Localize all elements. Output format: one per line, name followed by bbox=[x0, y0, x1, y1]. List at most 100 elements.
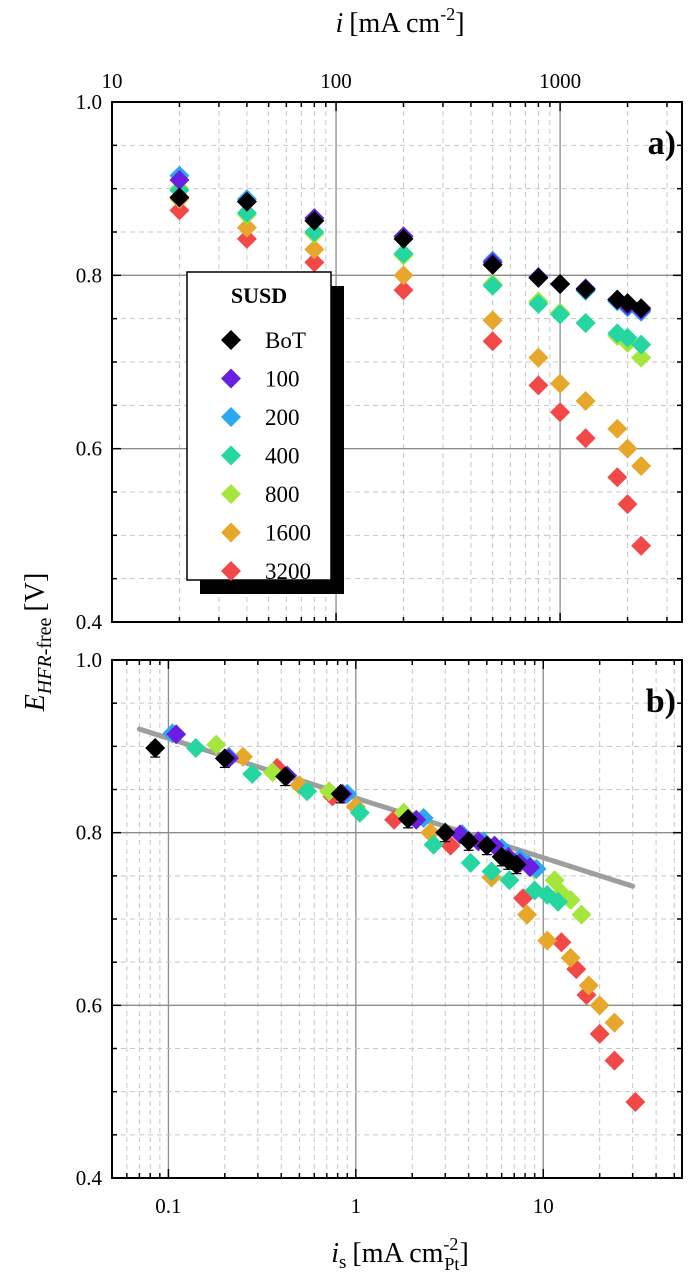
data-point bbox=[560, 947, 581, 968]
data-point bbox=[537, 930, 558, 951]
legend-marker bbox=[221, 522, 241, 543]
legend-label: 100 bbox=[265, 367, 300, 392]
series-400 bbox=[169, 180, 652, 355]
data-point bbox=[214, 748, 235, 769]
data-point bbox=[517, 904, 538, 925]
data-point bbox=[528, 347, 549, 368]
data-point bbox=[398, 808, 419, 829]
data-point bbox=[169, 170, 190, 190]
x-tick-label: 100 bbox=[320, 69, 352, 93]
data-points bbox=[145, 723, 646, 1113]
legend-marker bbox=[221, 445, 241, 466]
series-1600 bbox=[169, 189, 652, 476]
series-bot bbox=[145, 738, 527, 875]
data-point bbox=[458, 831, 479, 852]
data-point bbox=[550, 402, 571, 423]
top-x-axis-label: i [mA cm-2] bbox=[335, 4, 464, 39]
data-point bbox=[604, 1050, 625, 1071]
data-point bbox=[575, 428, 596, 449]
data-point bbox=[607, 467, 628, 488]
ticks bbox=[111, 101, 682, 623]
data-point bbox=[185, 738, 206, 759]
y-tick-label: 1.0 bbox=[76, 648, 102, 672]
label-part: i bbox=[335, 8, 343, 39]
data-point bbox=[169, 187, 190, 208]
data-point bbox=[481, 861, 502, 882]
data-point bbox=[528, 375, 549, 396]
data-point bbox=[550, 304, 571, 325]
label-part: -2 bbox=[443, 1234, 458, 1254]
data-point bbox=[550, 274, 571, 294]
data-point bbox=[145, 738, 166, 759]
label-part: i bbox=[331, 1238, 339, 1269]
label-part: s bbox=[339, 1252, 346, 1273]
y-tick-label: 0.4 bbox=[76, 610, 103, 634]
legend-label: 400 bbox=[265, 444, 300, 469]
data-point bbox=[571, 904, 592, 925]
legend-label: 1600 bbox=[265, 521, 311, 546]
data-point bbox=[349, 802, 370, 823]
data-point bbox=[578, 975, 599, 996]
data-point bbox=[589, 995, 610, 1016]
series-3200 bbox=[169, 200, 652, 556]
data-point bbox=[625, 1092, 646, 1113]
data-point bbox=[166, 724, 187, 745]
data-point bbox=[304, 252, 325, 273]
y-tick-label: 0.8 bbox=[76, 263, 102, 287]
data-point bbox=[275, 766, 296, 787]
legend-box bbox=[186, 271, 332, 581]
label-part: E bbox=[20, 694, 51, 712]
data-point bbox=[589, 1023, 610, 1044]
legend-marker bbox=[221, 368, 241, 389]
data-point bbox=[482, 254, 503, 275]
data-point bbox=[482, 275, 503, 296]
data-point bbox=[550, 373, 571, 394]
x-tick-label: 1 bbox=[351, 1194, 362, 1218]
series-400 bbox=[185, 738, 569, 912]
label-part: HFR bbox=[34, 655, 56, 695]
data-point bbox=[423, 834, 444, 855]
legend: SUSD BoT 100 200 400 800 1600 3200 bbox=[186, 271, 344, 594]
ticks bbox=[111, 659, 682, 1179]
legend-marker bbox=[221, 407, 241, 427]
data-point bbox=[617, 438, 638, 459]
data-point bbox=[236, 228, 257, 249]
series-bot bbox=[169, 187, 652, 319]
legend-title: SUSD bbox=[231, 283, 287, 308]
data-point bbox=[169, 200, 190, 221]
y-tick-label: 0.4 bbox=[76, 1166, 103, 1190]
data-point bbox=[617, 494, 638, 515]
data-point bbox=[206, 734, 227, 755]
label-part: -2 bbox=[440, 4, 455, 24]
data-point bbox=[551, 932, 572, 953]
data-point bbox=[393, 243, 414, 264]
data-point bbox=[297, 781, 318, 802]
x-tick-label: 10 bbox=[102, 69, 123, 93]
data-point bbox=[304, 210, 325, 231]
legend-marker bbox=[221, 561, 241, 581]
legend-label: BoT bbox=[265, 328, 306, 353]
x-tick-label: 10 bbox=[533, 1194, 554, 1218]
data-point bbox=[393, 280, 414, 301]
label-part: [mA cm bbox=[352, 1238, 443, 1269]
panel-label: b) bbox=[646, 683, 676, 720]
data-point bbox=[528, 293, 549, 314]
label-part: ] bbox=[459, 1238, 468, 1269]
label-part: Pt bbox=[444, 1254, 459, 1274]
legend-marker bbox=[221, 484, 241, 504]
legend-label: 200 bbox=[265, 405, 300, 430]
label-part: -free bbox=[34, 617, 56, 655]
data-point bbox=[560, 890, 581, 911]
data-point bbox=[482, 310, 503, 331]
x-tick-label: 0.1 bbox=[155, 1194, 181, 1218]
panel-label: a) bbox=[648, 125, 676, 162]
data-point bbox=[575, 313, 596, 333]
data-point bbox=[631, 347, 652, 368]
data-point bbox=[520, 857, 541, 878]
panel-b: 0.4 0.6 0.8 1.0 b) 0.1 1 10 bbox=[76, 648, 683, 1218]
data-points bbox=[169, 165, 652, 556]
x-tick-label: 1000 bbox=[539, 69, 581, 93]
legend-marker bbox=[221, 330, 241, 350]
data-point bbox=[236, 202, 257, 223]
